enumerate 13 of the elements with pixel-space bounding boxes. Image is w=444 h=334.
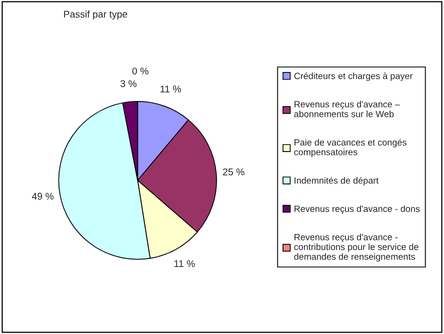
text: 0 % — [132, 68, 148, 74]
legend-label: Indemnités de départ — [294, 176, 379, 186]
legend-label: Créditeurs et charges à payer — [294, 72, 413, 81]
data-label: 49 % — [32, 192, 54, 200]
legend-label: Revenus reçus d'avance - contributions pour le service de demandes de renseignements — [294, 234, 418, 262]
data-label: 3 % — [120, 80, 137, 88]
data-label: 11 % — [160, 86, 181, 92]
data-label: 11 % — [174, 260, 195, 268]
data-label: 25 % — [223, 168, 244, 176]
legend-label: Paie de vacances et congés compensatoires — [294, 138, 406, 158]
chart-title: Passif par type — [64, 10, 128, 20]
legend-label: Revenus reçus d'avance - dons — [294, 205, 420, 214]
legend-label: Revenus reçus d'avance – abonnements sur le Web — [294, 100, 400, 118]
